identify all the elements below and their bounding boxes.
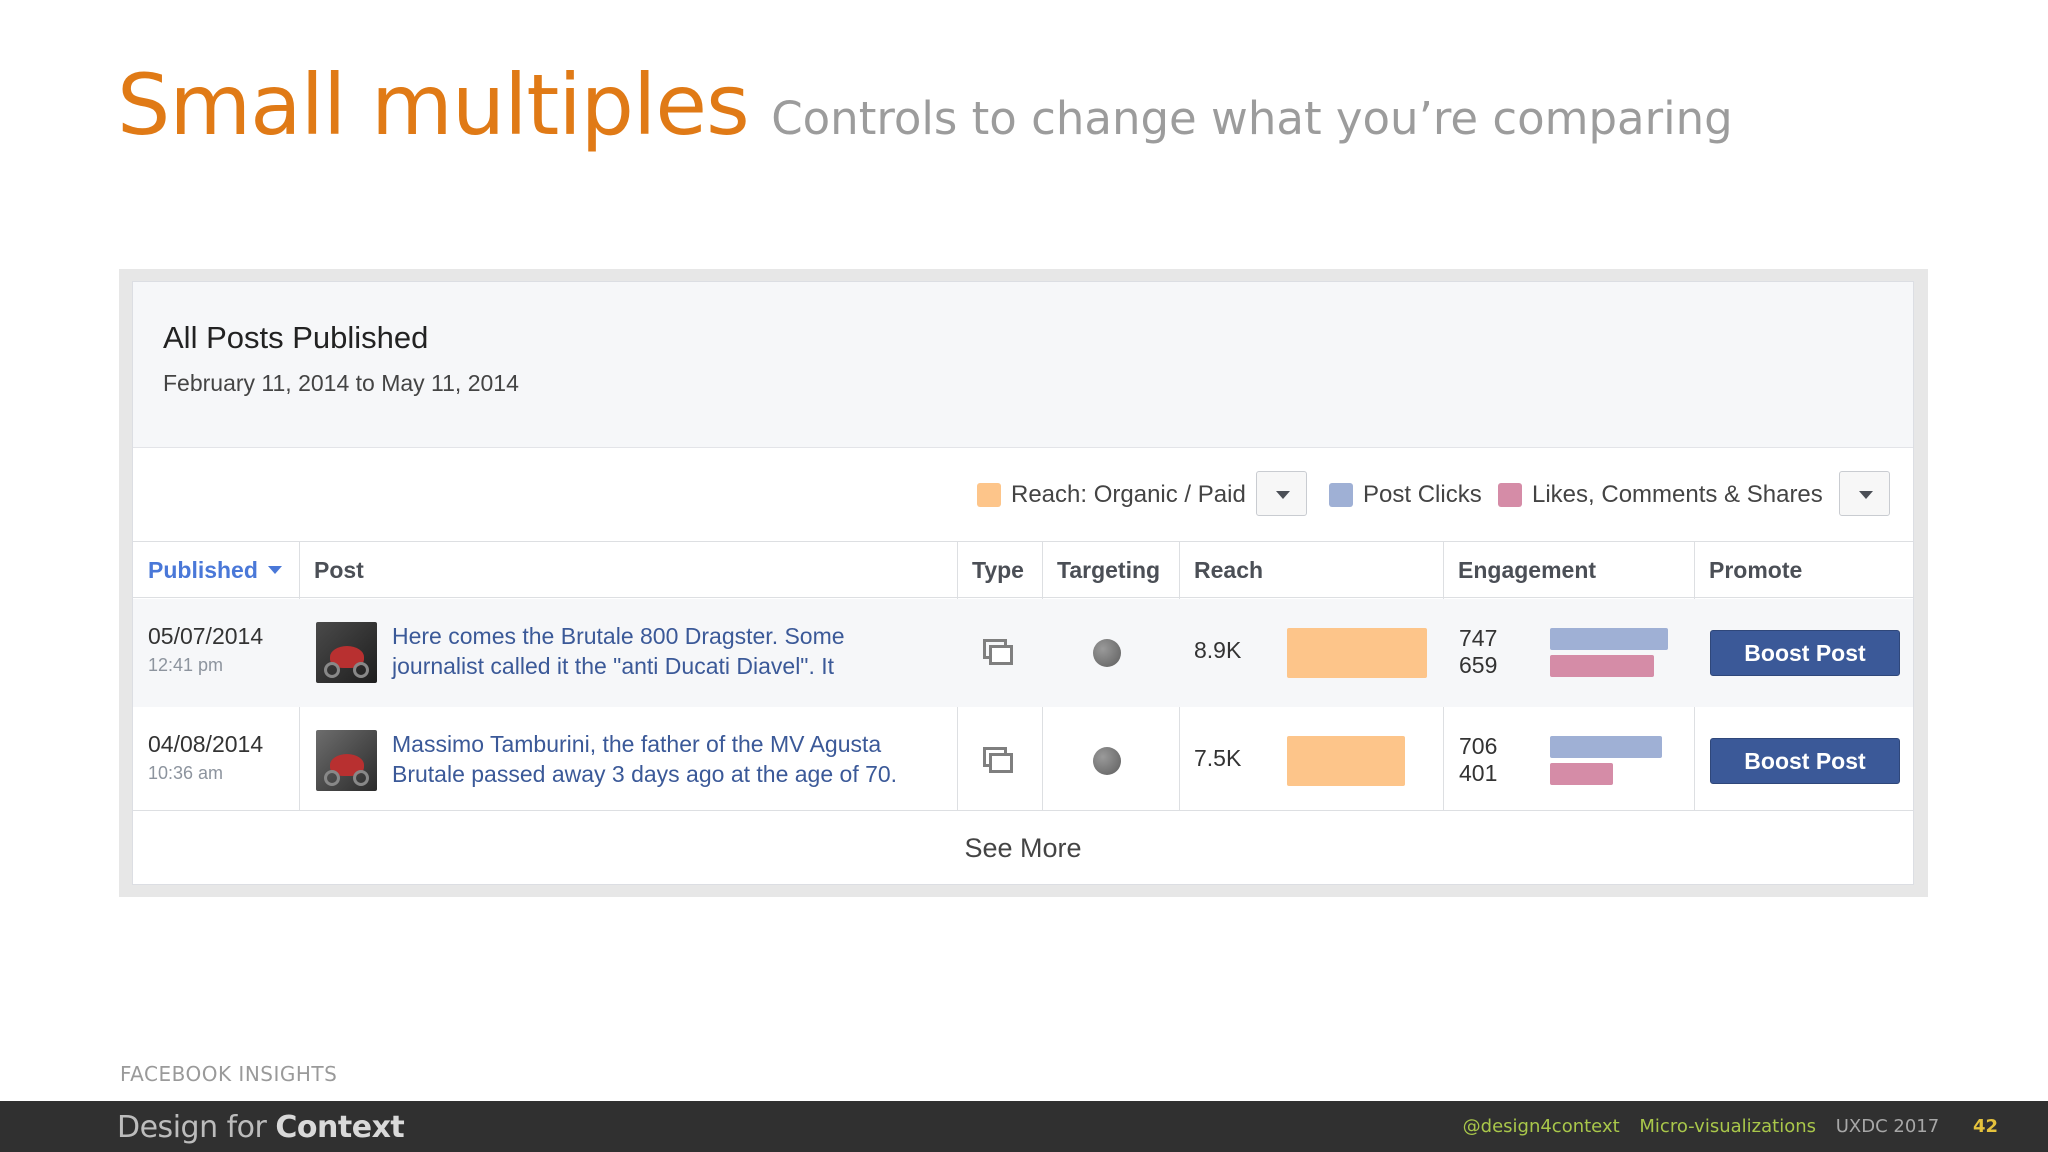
panel-title: All Posts Published: [163, 320, 429, 355]
event-name: UXDC 2017: [1835, 1116, 1940, 1137]
post-thumbnail[interactable]: [316, 730, 377, 791]
legend-engagement-label: Likes, Comments & Shares: [1532, 481, 1823, 508]
slide-subheading: Controls to change what you’re comparing: [771, 92, 1733, 145]
likes-value: 659: [1459, 652, 1498, 678]
twitter-handle: @design4context: [1462, 1116, 1620, 1137]
see-more-link[interactable]: See More: [133, 810, 1913, 885]
column-post: Post: [314, 557, 364, 583]
page-number: 42: [1972, 1116, 1998, 1137]
sort-down-icon: [267, 566, 282, 575]
chevron-down-icon: [1859, 491, 1873, 499]
column-published-label: Published: [148, 557, 258, 583]
column-engagement: Engagement: [1458, 557, 1597, 583]
post-thumbnail[interactable]: [316, 622, 377, 683]
screenshot-frame: All Posts Published February 11, 2014 to…: [119, 269, 1928, 897]
post-link[interactable]: Massimo Tamburini, the father of the MV …: [392, 731, 898, 787]
likes-bar: [1550, 763, 1613, 785]
legend-engagement: Likes, Comments & Shares: [1498, 481, 1823, 509]
globe-icon: [1093, 747, 1121, 775]
legend-reach: Reach: Organic / Paid: [977, 481, 1246, 509]
post-time: 12:41 pm: [148, 655, 224, 675]
post-clicks-bar: [1550, 628, 1668, 650]
panel-header: All Posts Published February 11, 2014 to…: [133, 282, 1913, 448]
multi-photo-icon: [983, 639, 1013, 667]
slide-heading: Small multiples: [117, 56, 750, 154]
legend-post-clicks: Post Clicks: [1329, 481, 1482, 509]
boost-post-button[interactable]: Boost Post: [1710, 738, 1900, 784]
slide-footer: Design for Context @design4context Micro…: [0, 1101, 2048, 1152]
insights-panel: All Posts Published February 11, 2014 to…: [132, 281, 1914, 885]
post-date: 05/07/2014: [148, 623, 264, 649]
column-promote: Promote: [1709, 557, 1803, 583]
reach-bar: [1287, 736, 1405, 786]
footer-meta: @design4context Micro-visualizations UXD…: [1463, 1116, 1998, 1137]
reach-bar: [1287, 628, 1427, 678]
post-link[interactable]: Here comes the Brutale 800 Dragster. Som…: [392, 623, 845, 679]
post-clicks-bar: [1550, 736, 1662, 758]
post-clicks-value: 747: [1459, 625, 1498, 651]
column-published[interactable]: Published: [133, 542, 299, 598]
engagement-metric-dropdown[interactable]: [1839, 471, 1890, 516]
column-reach: Reach: [1194, 557, 1264, 583]
post-date: 04/08/2014: [148, 731, 264, 757]
column-type: Type: [972, 557, 1024, 583]
boost-post-button[interactable]: Boost Post: [1710, 630, 1900, 676]
reach-value: 7.5K: [1194, 745, 1242, 771]
post-clicks-swatch: [1329, 483, 1353, 507]
chevron-down-icon: [1276, 491, 1290, 499]
date-range: February 11, 2014 to May 11, 2014: [163, 370, 519, 396]
globe-icon: [1093, 639, 1121, 667]
brand-logo: Design for Context: [117, 1110, 405, 1145]
brand-bold: Context: [275, 1110, 405, 1145]
table-row: 04/08/2014 10:36 am Massimo Tamburini, t…: [133, 707, 1913, 815]
reach-swatch: [977, 483, 1001, 507]
engagement-swatch: [1498, 483, 1522, 507]
legend-bar: Reach: Organic / Paid Post Clicks Likes,…: [133, 448, 1913, 542]
brand-light: Design for: [117, 1110, 276, 1145]
legend-post-clicks-label: Post Clicks: [1363, 481, 1482, 508]
post-time: 10:36 am: [148, 763, 224, 783]
column-targeting: Targeting: [1057, 557, 1161, 583]
post-clicks-value: 706: [1459, 733, 1498, 759]
table-row: 05/07/2014 12:41 pm Here comes the Bruta…: [133, 599, 1913, 707]
reach-metric-dropdown[interactable]: [1256, 471, 1307, 516]
legend-reach-label: Reach: Organic / Paid: [1011, 481, 1246, 508]
multi-photo-icon: [983, 747, 1013, 775]
reach-value: 8.9K: [1194, 637, 1242, 663]
slide-title: Small multiples Controls to change what …: [117, 56, 1733, 154]
likes-value: 401: [1459, 760, 1498, 786]
likes-bar: [1550, 655, 1654, 677]
source-note: FACEBOOK INSIGHTS: [120, 1062, 338, 1086]
table-header: Published Post Type Targeting Reach Enga…: [133, 542, 1913, 598]
talk-topic: Micro-visualizations: [1639, 1116, 1816, 1137]
